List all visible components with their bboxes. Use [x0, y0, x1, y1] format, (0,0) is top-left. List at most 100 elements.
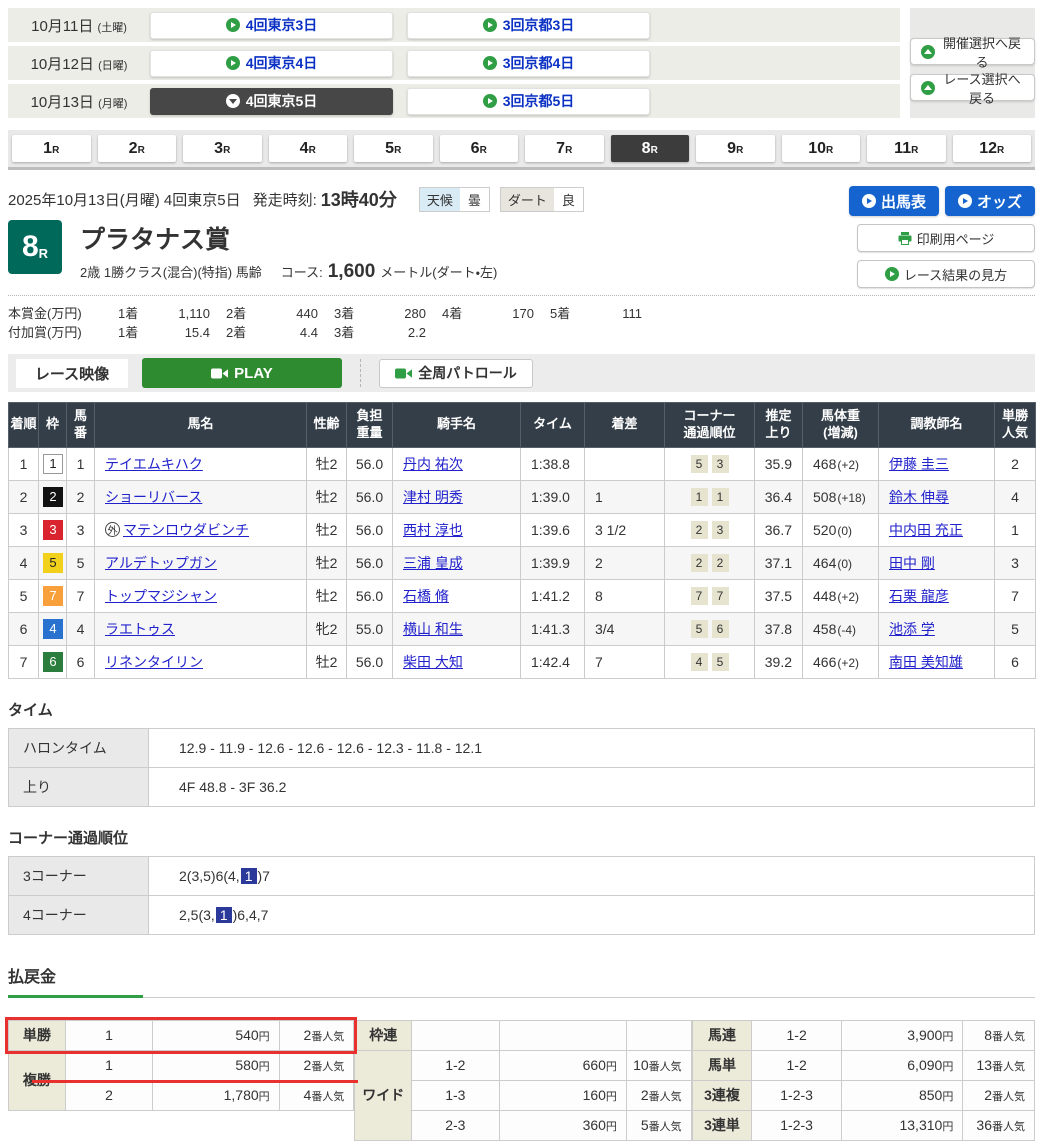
race-info-line: 2025年10月13日(月曜) 4回東京5日 発走時刻: 13時40分 天候 曇… [8, 186, 1035, 212]
back-to-meeting-button[interactable]: 開催選択へ戻る [910, 36, 1035, 70]
meeting-day-button[interactable]: 3回京都4日 [407, 49, 650, 77]
frame-number: 3 [43, 519, 63, 540]
wakuren-payout [498, 1019, 627, 1051]
race-header: 2025年10月13日(月曜) 4回東京5日 発走時刻: 13時40分 天候 曇… [8, 186, 1035, 342]
jockey-link[interactable]: 津村 明秀 [403, 488, 463, 505]
arrow-icon [228, 98, 237, 104]
race-tab-number: 11 [894, 139, 912, 157]
start-time-label: 発走時刻: [252, 191, 317, 209]
jockey-link[interactable]: 西村 淳也 [403, 521, 463, 538]
dotted-divider [8, 295, 1035, 296]
jockey-link[interactable]: 三浦 皇成 [403, 554, 463, 571]
last-3f: 39.2 [754, 644, 803, 679]
trainer-link[interactable]: 石栗 龍彦 [889, 587, 949, 604]
race-tab[interactable]: 11 R [867, 135, 946, 162]
jockey-link[interactable]: 石橋 脩 [403, 587, 449, 604]
horse-name-link[interactable]: マテンロウダビンチ [123, 521, 249, 538]
horse-name-link[interactable]: ラエトゥス [105, 620, 175, 637]
finish-position: 4 [8, 545, 39, 580]
corner4-label: 4コーナー [8, 894, 149, 935]
date-label: 10月13日 (月曜) [8, 91, 150, 112]
column-header: 単勝 人気 [994, 402, 1036, 448]
meeting-day-button[interactable]: 4回東京5日 [150, 87, 393, 115]
horse-number: 5 [66, 545, 95, 580]
horse-name-link[interactable]: トップマジシャン [105, 587, 217, 604]
patrol-video-button[interactable]: 全周パトロール [379, 358, 533, 388]
race-tab-suffix: R [650, 144, 658, 156]
horse-name-cell: アルデトップガン [94, 545, 307, 580]
odds-button[interactable]: オッズ [944, 186, 1035, 216]
horse-weight: 520(0) [802, 512, 879, 547]
horse-name-cell: ラエトゥス [94, 611, 307, 646]
trainer-link[interactable]: 伊藤 圭三 [889, 455, 949, 472]
meeting-day-button[interactable]: 3回京都3日 [407, 11, 650, 39]
race-tab-number: 6 [470, 139, 480, 157]
race-tab-number: 4 [299, 139, 309, 157]
last-3f: 37.1 [754, 545, 803, 580]
finish-position: 3 [8, 512, 39, 547]
race-tab[interactable]: 10 R [781, 135, 860, 162]
sanrentan-label: 3連単 [691, 1109, 753, 1141]
horse-weight: 458(-4) [802, 611, 879, 646]
frame-cell: 5 [38, 545, 67, 580]
margin: 1 [584, 479, 665, 514]
tansho-row: 単勝 1 540円 2番人気 [8, 1019, 355, 1051]
finish-position: 6 [8, 611, 39, 646]
printer-icon [898, 231, 912, 245]
back-to-race-select-button[interactable]: レース選択へ戻る [910, 72, 1035, 106]
day-buttons: 4回東京4日 3回京都4日 [150, 49, 900, 77]
entries-button[interactable]: 出馬表 [848, 186, 939, 216]
meeting-day-button[interactable]: 4回東京4日 [150, 49, 393, 77]
race-tab-number: 8 [641, 139, 651, 157]
wide-favorite: 2番人気 [625, 1079, 692, 1111]
horse-name-link[interactable]: ショーリバース [105, 488, 203, 505]
play-button[interactable]: PLAY [142, 358, 342, 388]
trainer-link[interactable]: 田中 剛 [889, 554, 935, 571]
frame-number: 4 [43, 618, 63, 639]
wide-row: 1-3 160円 2番人気 [355, 1079, 692, 1111]
jockey-cell: 横山 和生 [392, 611, 521, 646]
jockey-link[interactable]: 柴田 大知 [403, 653, 463, 670]
race-tab[interactable]: 12 R [952, 135, 1031, 162]
highlighted-horse-number: 1 [215, 906, 232, 923]
trainer-link[interactable]: 南田 美知雄 [889, 653, 963, 670]
howto-read-results-button[interactable]: レース結果の見方 [857, 260, 1035, 288]
meeting-day-button[interactable]: 3回京都5日 [407, 87, 650, 115]
horse-name-link[interactable]: リネンタイリン [105, 653, 203, 670]
results-table: 着順枠馬 番馬名 性齢 負担 重量 騎手名 タイム 着差 コーナー 通過順位 推定 上り 馬体重… [8, 402, 1036, 679]
race-tab-suffix: R [394, 144, 402, 156]
frame-number: 6 [43, 651, 63, 672]
horse-name-link[interactable]: テイエムキハク [105, 455, 203, 472]
horse-weight: 464(0) [802, 545, 879, 580]
arrow-icon [488, 98, 494, 104]
column-header: 性齢 [306, 402, 347, 448]
meeting-day-button[interactable]: 4回東京3日 [150, 11, 393, 39]
trainer-link[interactable]: 池添 学 [889, 620, 935, 637]
corner4-value: 2,5(3, 1)6,4,7 [148, 894, 1035, 935]
race-tab-number: 12 [979, 139, 998, 157]
trainer-link[interactable]: 鈴木 伸尋 [889, 488, 949, 505]
jockey-cell: 津村 明秀 [392, 479, 521, 514]
jockey-link[interactable]: 丹内 祐次 [403, 455, 463, 472]
added-prize-label: 付加賞(万円) [8, 325, 82, 340]
weekday-text: (日曜) [98, 59, 128, 72]
race-tab-suffix: R [565, 144, 573, 156]
jockey-link[interactable]: 横山 和生 [403, 620, 463, 637]
date-row: 10月13日 (月曜) 4回東京5日 3回京都5日 [8, 84, 900, 118]
print-button[interactable]: 印刷用ページ [857, 224, 1035, 252]
frame-cell: 1 [38, 446, 67, 481]
win-favorite-rank: 4 [994, 479, 1036, 514]
trainer-link[interactable]: 中内田 充正 [889, 521, 963, 538]
horse-name-link[interactable]: アルデトップガン [105, 554, 217, 571]
